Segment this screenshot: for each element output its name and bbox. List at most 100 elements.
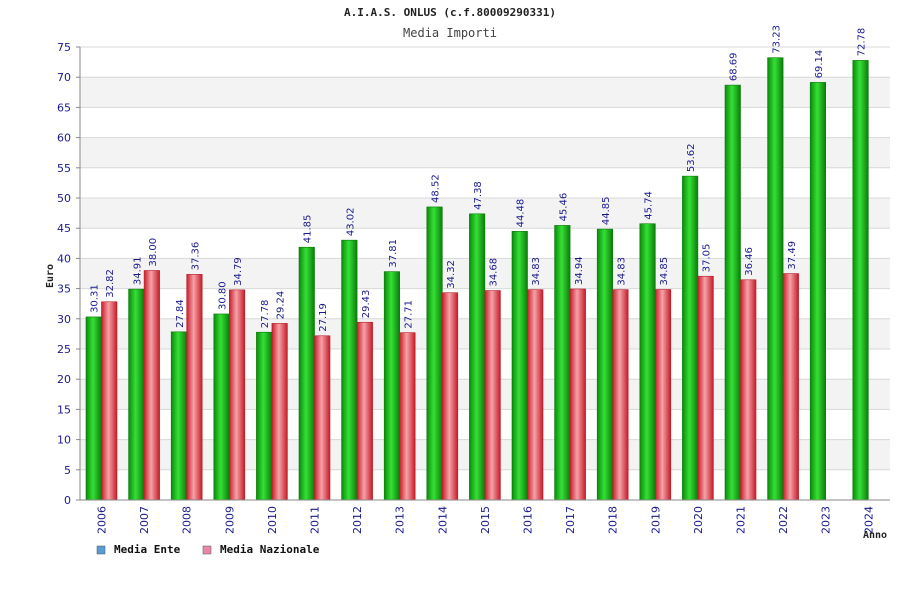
chart-subtitle: Media Importi (403, 26, 497, 40)
value-label: 34.85 (659, 257, 670, 286)
bar-media-ente (383, 271, 401, 501)
grid-band (80, 137, 890, 168)
bar-media-ente (724, 84, 741, 501)
y-tick-label: 50 (57, 192, 71, 205)
bars (85, 57, 869, 501)
value-label: 27.84 (175, 299, 186, 328)
x-tick-label: 2024 (862, 506, 875, 534)
value-label: 34.68 (489, 258, 500, 287)
legend-label-media-nazionale: Media Nazionale (220, 543, 320, 556)
x-tick-label: 2010 (266, 506, 279, 534)
bar-media-nazionale (356, 321, 373, 501)
x-tick-label: 2009 (223, 506, 236, 534)
bar-media-nazionale (143, 270, 160, 501)
value-label: 43.02 (345, 208, 356, 237)
value-label: 34.32 (446, 260, 457, 289)
x-axis-ticks: 2006 2007 2008 2009 2010 2011 2012 2013 2014 2015… (96, 506, 876, 534)
bar-media-ente (170, 331, 187, 501)
bar-media-ente (213, 313, 230, 501)
x-tick-label: 2015 (479, 506, 492, 534)
bar-media-nazionale (399, 332, 416, 501)
value-label: 37.81 (388, 239, 399, 268)
value-label: 37.49 (787, 241, 798, 270)
bar-media-ente (341, 239, 358, 501)
x-tick-label: 2007 (138, 506, 151, 534)
legend-item-media-ente: Media Ente (96, 543, 181, 556)
x-tick-label: 2013 (394, 506, 407, 534)
bar-media-ente (596, 228, 614, 501)
bar-media-nazionale (654, 289, 672, 501)
value-label: 72.78 (857, 28, 868, 57)
value-label: 27.19 (318, 303, 329, 332)
y-tick-label: 70 (57, 71, 71, 84)
value-label: 30.80 (218, 281, 229, 310)
legend: Media Ente Media Nazionale (96, 543, 320, 556)
y-tick-label: 15 (57, 403, 71, 416)
bar-media-nazionale (186, 274, 203, 501)
y-tick-label: 0 (64, 494, 71, 507)
y-tick-label: 45 (57, 222, 71, 235)
value-label: 34.83 (531, 257, 542, 286)
value-label: 29.24 (276, 291, 287, 320)
x-tick-label: 2006 (96, 506, 109, 534)
chart-title: A.I.A.S. ONLUS (c.f.80009290331) (344, 6, 556, 19)
value-label: 44.48 (516, 199, 527, 228)
value-label: 37.36 (190, 242, 201, 271)
value-label: 73.23 (771, 25, 782, 54)
y-tick-label: 60 (57, 132, 71, 145)
value-label: 68.69 (729, 52, 740, 81)
value-label: 41.85 (303, 215, 314, 244)
bar-media-ente (511, 231, 528, 501)
y-axis-ticks: 0 5 10 15 20 25 30 35 40 45 50 55 60 65 70 75 (57, 41, 80, 507)
y-tick-label: 55 (57, 162, 71, 175)
value-label: 34.79 (233, 257, 244, 286)
x-tick-label: 2017 (564, 506, 577, 534)
y-tick-label: 30 (57, 313, 71, 326)
bar-media-nazionale (441, 292, 459, 501)
value-label: 27.78 (260, 300, 271, 329)
value-label: 47.38 (473, 181, 484, 210)
value-label: 53.62 (686, 143, 697, 172)
value-label: 32.82 (105, 269, 116, 298)
y-tick-label: 35 (57, 283, 71, 296)
bar-media-ente (554, 225, 571, 501)
bar-media-nazionale (697, 275, 714, 501)
x-tick-label: 2008 (181, 506, 194, 534)
bar-media-nazionale (484, 290, 501, 501)
y-tick-label: 25 (57, 343, 71, 356)
bar-media-nazionale (527, 289, 544, 501)
grid-band (80, 77, 890, 108)
value-label: 34.94 (574, 256, 585, 285)
legend-item-media-nazionale: Media Nazionale (202, 543, 320, 556)
value-label: 45.74 (644, 191, 655, 220)
bar-media-ente (298, 246, 315, 501)
x-tick-label: 2023 (820, 506, 833, 534)
grid-band (80, 47, 890, 78)
x-tick-label: 2014 (436, 506, 449, 534)
value-label: 36.46 (744, 247, 755, 276)
bar-media-ente (682, 175, 699, 501)
value-label: 48.52 (431, 174, 442, 203)
y-tick-label: 40 (57, 252, 71, 265)
bar-media-ente (767, 57, 784, 501)
x-axis-label: Anno (863, 530, 887, 541)
grid-band (80, 167, 890, 198)
bar-media-nazionale (612, 289, 629, 501)
value-label: 37.05 (702, 244, 713, 273)
value-label: 29.43 (361, 290, 372, 319)
x-tick-label: 2022 (777, 506, 790, 534)
bar-media-ente (85, 316, 102, 501)
bar-media-nazionale (782, 273, 799, 501)
value-label: 44.85 (601, 196, 612, 225)
legend-label-media-ente: Media Ente (114, 543, 181, 556)
value-labels: 30.31 32.82 34.91 38.00 27.84 37.36 30.80 34.79… (90, 25, 868, 332)
y-tick-label: 10 (57, 434, 71, 447)
y-tick-label: 65 (57, 101, 71, 114)
y-tick-label: 75 (57, 41, 71, 54)
x-tick-label: 2020 (692, 506, 705, 534)
bar-media-nazionale (569, 288, 586, 501)
y-axis-label: Euro (45, 264, 56, 288)
x-tick-label: 2012 (351, 506, 364, 534)
value-label: 38.00 (148, 238, 159, 267)
